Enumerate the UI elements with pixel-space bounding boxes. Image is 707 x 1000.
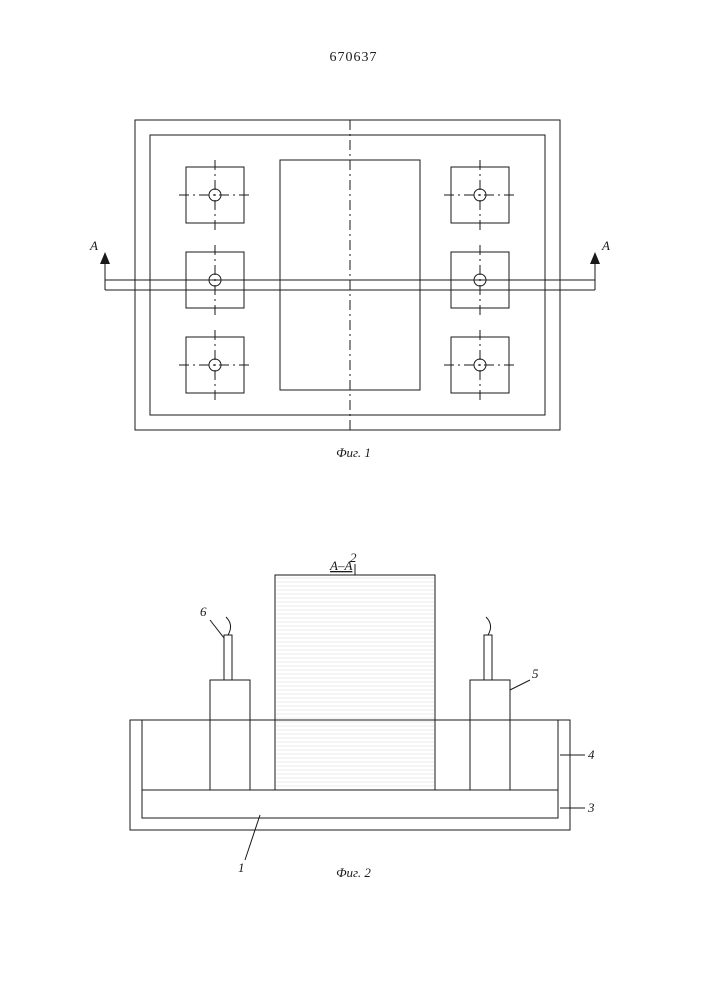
callout-2: 2 bbox=[350, 550, 357, 565]
fig2-electrode-left bbox=[210, 617, 250, 790]
fig1-svg: A A bbox=[0, 0, 707, 470]
callout-4: 4 bbox=[588, 747, 595, 762]
fig2-caption: Фиг. 2 bbox=[336, 865, 371, 881]
fig1-section-arrow-right: A bbox=[590, 238, 610, 290]
fig2-layer3 bbox=[142, 790, 558, 818]
fig1-section-arrow-left: A bbox=[89, 238, 110, 290]
callout-1: 1 bbox=[238, 860, 245, 875]
fig1-section-letter-right: A bbox=[601, 238, 610, 253]
callout-6: 6 bbox=[200, 604, 207, 619]
fig1-section-letter-left: A bbox=[89, 238, 98, 253]
fig2-electrode-right bbox=[470, 617, 510, 790]
fig1-caption: Фиг. 1 bbox=[336, 445, 371, 461]
page: 670637 bbox=[0, 0, 707, 1000]
callout-3: 3 bbox=[587, 800, 595, 815]
callout-5: 5 bbox=[532, 666, 539, 681]
fig2-section-title: A–A bbox=[329, 558, 352, 573]
